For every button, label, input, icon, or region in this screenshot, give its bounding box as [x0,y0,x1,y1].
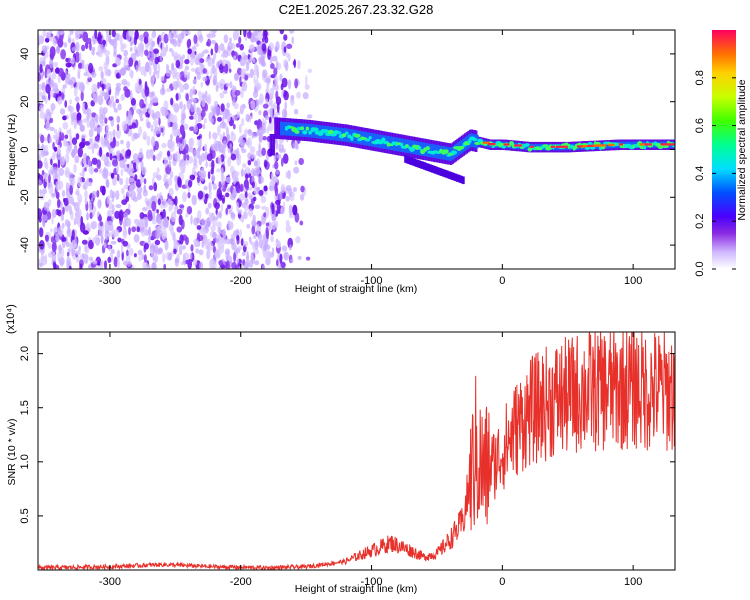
x-tick-label: 0 [499,275,505,287]
snr-series-line [38,332,675,570]
x-tick-label: -200 [230,275,252,287]
snr-panel: -300 -200 -100 0 100 0.5 1.0 1.5 2.0 (x10⁴) Hei… [5,304,676,595]
colorbar-gradient [712,30,736,269]
y-tick-label: -20 [19,189,31,205]
x-tick-label: 100 [624,576,642,588]
colorbar-tick-label: 0.4 [694,166,706,181]
y-tick-label: 0 [19,146,31,152]
colorbar-tick-label: 0.0 [694,261,706,276]
y-tick-label: 40 [19,48,31,60]
spectrogram-ylabel: Frequency (Hz) [6,114,18,186]
snr-frame [37,331,676,571]
colorbar-tick-label: 0.2 [694,214,706,229]
x-tick-label: -300 [99,576,121,588]
snr-multiplier: (x10⁴) [5,304,17,334]
x-tick-label: 0 [499,576,505,588]
x-tick-label: -100 [361,576,383,588]
spectrogram-heatmap [38,30,675,269]
x-tick-label: -300 [99,275,121,287]
y-tick-label: 2.0 [19,346,31,361]
y-tick-label: -40 [19,237,31,253]
x-tick-label: 100 [624,275,642,287]
y-tick-label: 20 [19,96,31,108]
y-tick-label: 1.5 [19,400,31,415]
colorbar: 0.0 0.2 0.4 0.6 0.8 Normalized spectral ampl… [694,30,748,277]
figure-title: C2E1.2025.267.23.32.G28 [279,2,434,17]
y-tick-label: 0.5 [19,508,31,523]
snr-ylabel: SNR (10 * v/v) [6,418,18,485]
y-tick-label: 1.0 [19,454,31,469]
spectrogram-xlabel: Height of straight line (km) [295,283,418,295]
x-tick-label: -100 [361,275,383,287]
x-tick-label: -200 [230,576,252,588]
colorbar-tick-label: 0.6 [694,118,706,133]
colorbar-label: Normalized spectral amplitude [736,79,748,220]
colorbar-tick-label: 0.8 [694,70,706,85]
snr-xlabel: Height of straight line (km) [295,583,418,595]
